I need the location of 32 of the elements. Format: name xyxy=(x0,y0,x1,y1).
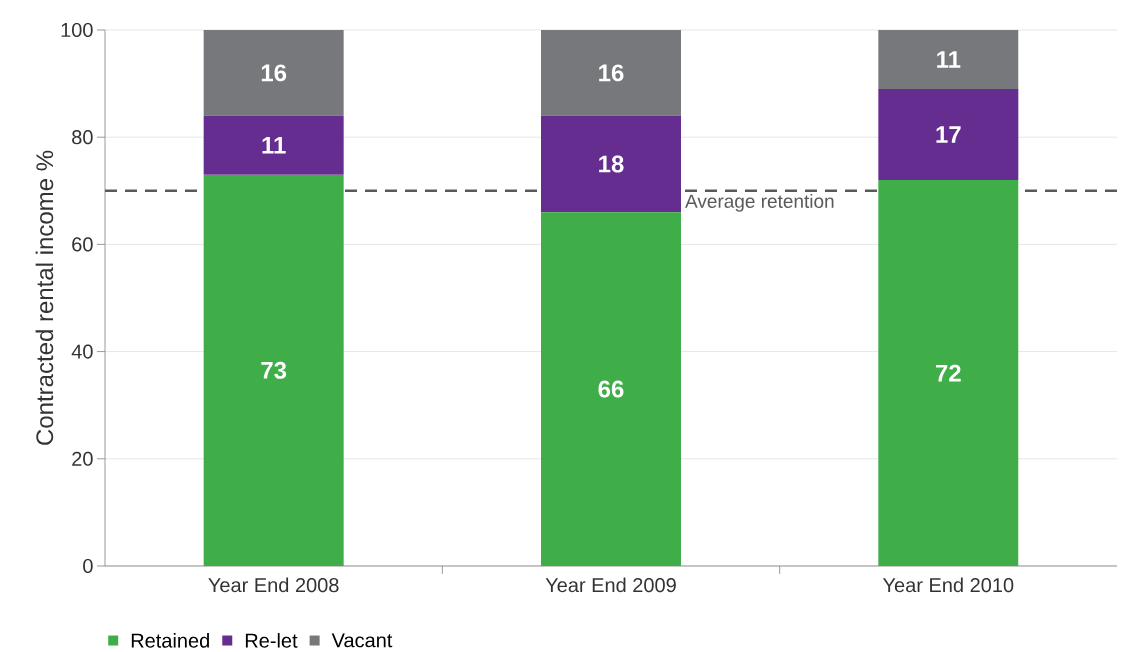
data-label: 11 xyxy=(262,136,286,154)
bar xyxy=(878,88,1019,181)
bar xyxy=(878,180,1019,566)
y-tick-label: 0 xyxy=(83,558,93,574)
y-tick-label: 100 xyxy=(61,22,93,38)
legend-label: Retained xyxy=(131,633,209,648)
x-tick-label: Year End 2009 xyxy=(545,577,676,593)
y-tick-label: 60 xyxy=(72,237,93,252)
bar xyxy=(203,115,344,175)
bar xyxy=(878,29,1019,89)
y-axis-title: Contracted rental income % xyxy=(35,150,54,445)
bar xyxy=(540,115,681,213)
bar xyxy=(540,212,681,566)
bar xyxy=(203,29,344,116)
data-label: 72 xyxy=(936,364,961,382)
x-tick-label: Year End 2010 xyxy=(882,577,1014,593)
y-tick-label: 40 xyxy=(71,344,93,359)
data-label: 16 xyxy=(261,64,287,82)
y-tick-label: 20 xyxy=(72,451,93,466)
ref-line-label: Average retention xyxy=(685,193,834,212)
bar xyxy=(540,29,681,116)
y-tick-label: 80 xyxy=(72,130,93,145)
data-label: 73 xyxy=(261,361,287,379)
legend-label: Re-let xyxy=(245,633,298,648)
data-label: 66 xyxy=(598,380,624,398)
legend-label: Vacant xyxy=(331,633,393,648)
x-tick-label: Year End 2008 xyxy=(208,577,339,593)
data-label: 17 xyxy=(936,126,961,143)
data-label: 11 xyxy=(937,51,961,68)
data-label: 18 xyxy=(599,155,624,173)
bar xyxy=(203,174,344,566)
data-label: 16 xyxy=(599,64,624,82)
